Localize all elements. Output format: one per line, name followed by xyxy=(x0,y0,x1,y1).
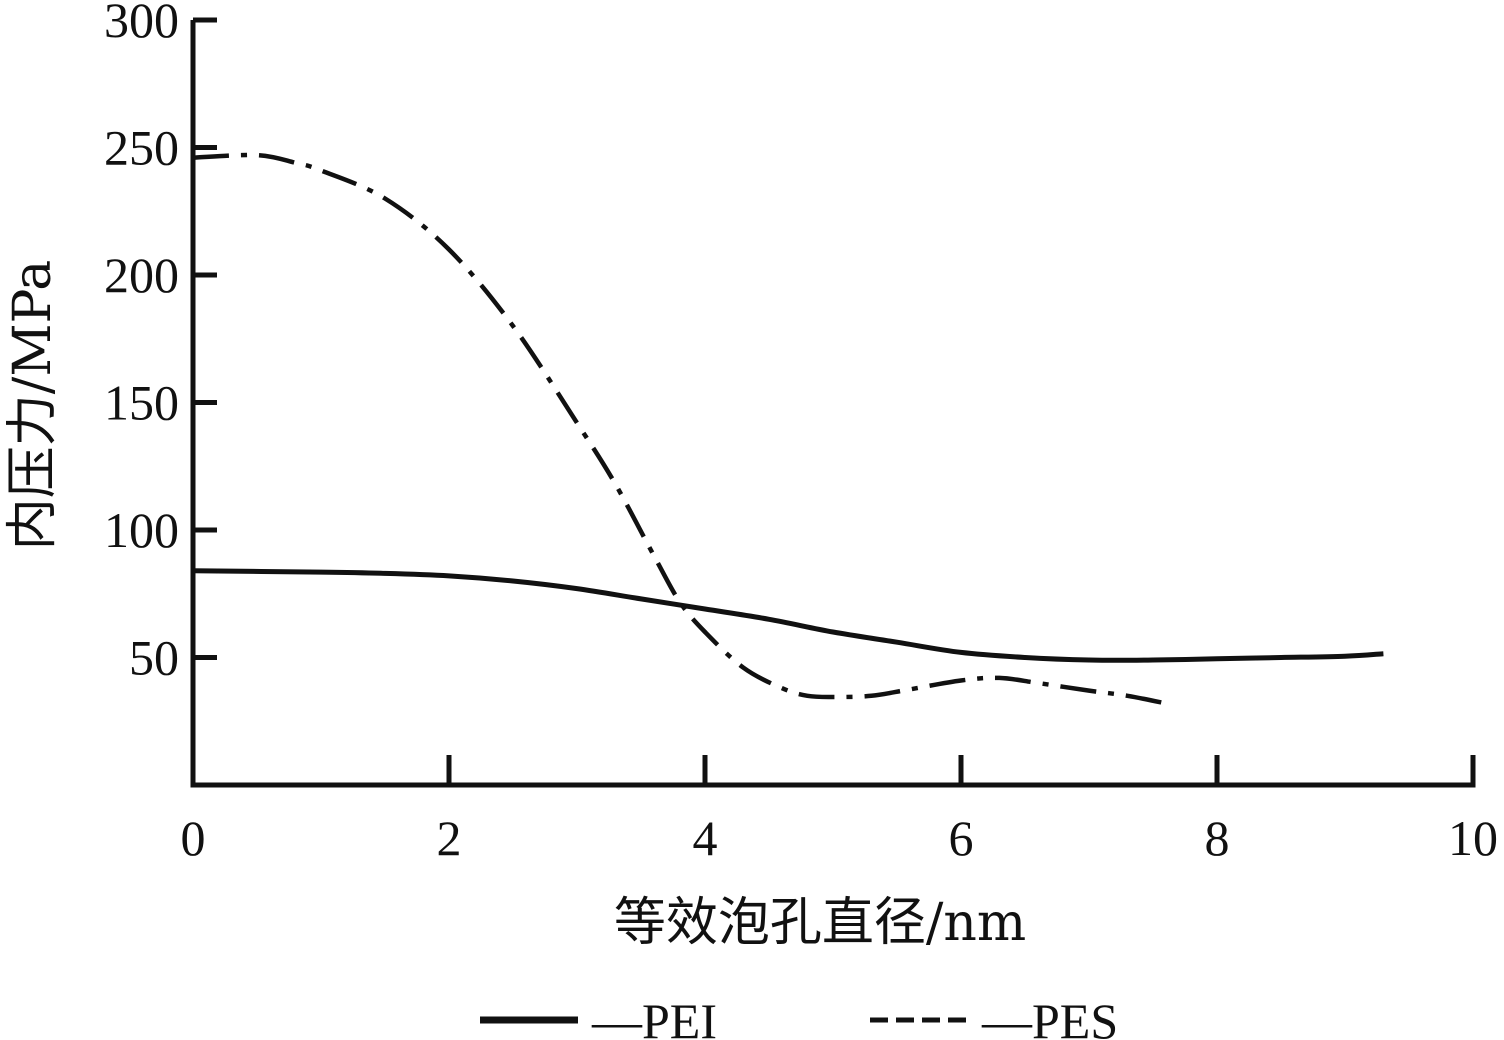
legend-label-1: —PEI xyxy=(591,993,717,1040)
y-tick-label: 200 xyxy=(104,247,179,303)
legend-label-2: —PES xyxy=(981,993,1118,1040)
y-axis-label: 内压力/MPa xyxy=(3,260,63,550)
y-tick-label: 300 xyxy=(104,0,179,48)
x-tick-label: 2 xyxy=(437,810,462,866)
y-tick-label: 50 xyxy=(129,630,179,686)
x-axis-label: 等效泡孔直径/nm xyxy=(614,893,1026,953)
series-line-2 xyxy=(192,152,1167,706)
axes: 50 100 150 200 250 300 0 2 4 6 8 10 xyxy=(104,0,1498,866)
x-tick-label: 8 xyxy=(1205,810,1230,866)
y-tick-label: 150 xyxy=(104,375,179,431)
x-tick-label: 6 xyxy=(949,810,974,866)
series-layer xyxy=(192,152,1384,706)
series-line-1 xyxy=(192,568,1384,663)
y-tick-label: 250 xyxy=(104,120,179,176)
x-tick-label: 10 xyxy=(1448,810,1498,866)
x-tick-label: 0 xyxy=(181,810,206,866)
x-tick-label: 4 xyxy=(693,810,718,866)
legend: —PEI —PES xyxy=(480,993,1118,1040)
y-tick-label: 100 xyxy=(104,502,179,558)
